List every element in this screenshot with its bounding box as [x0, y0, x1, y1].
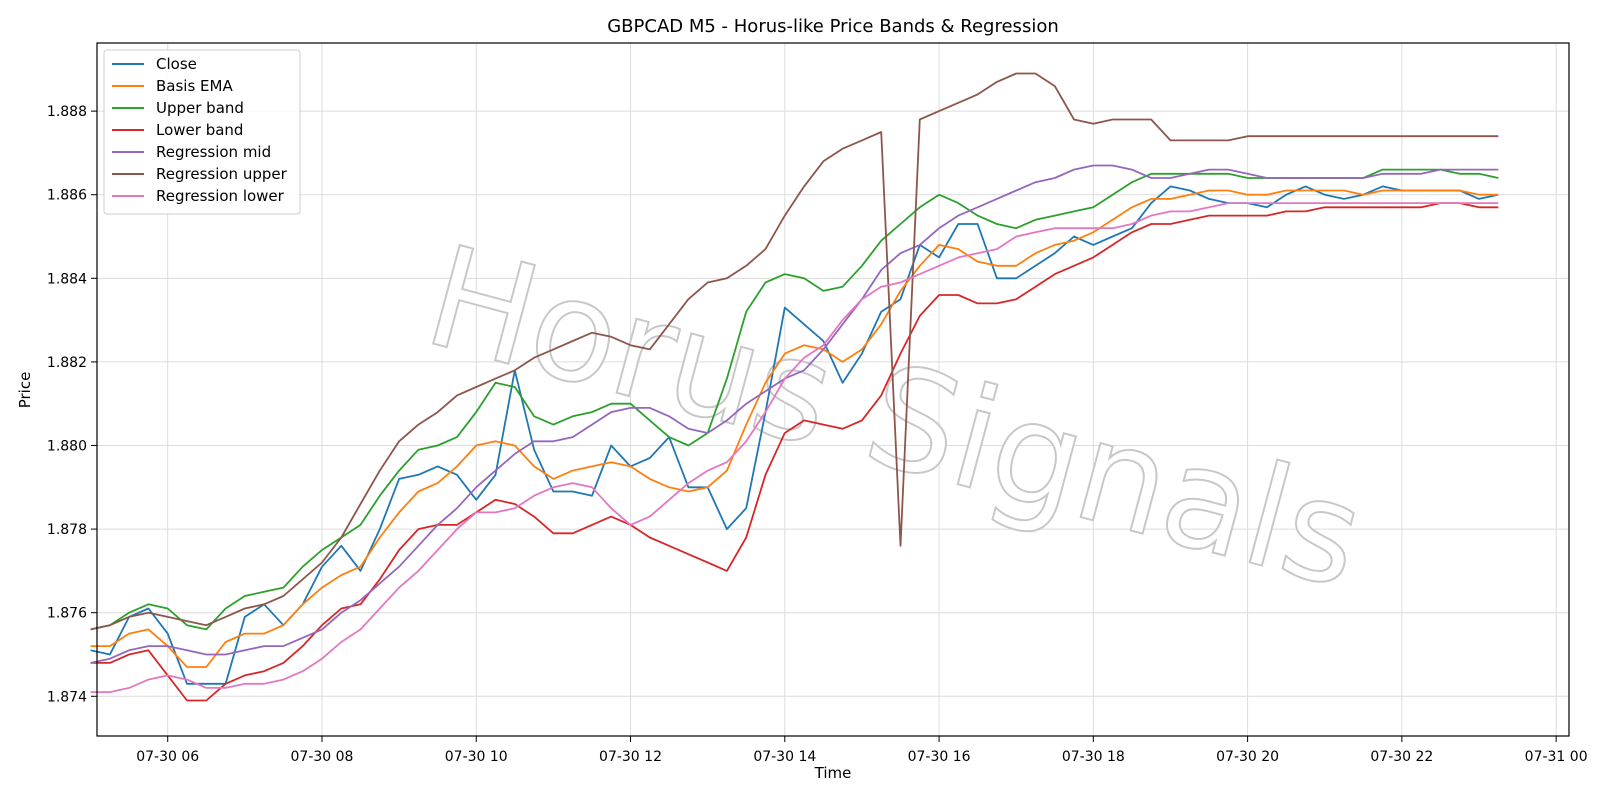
y-tick-label: 1.876: [47, 606, 87, 622]
plot-area: Horus Signals: [90, 42, 1570, 737]
series-line-basis-ema: [90, 189, 1499, 668]
x-tick-label: 07-30 22: [1370, 749, 1433, 765]
y-tick-label: 1.886: [47, 188, 87, 204]
legend-label: Upper band: [156, 99, 244, 117]
series-line-regression-lower: [90, 202, 1499, 693]
y-tick-label: 1.882: [47, 355, 87, 371]
series-line-lower-band: [90, 202, 1499, 702]
series-lines: [90, 72, 1499, 702]
chart-title: GBPCAD M5 - Horus-like Price Bands & Reg…: [607, 16, 1059, 37]
y-axis: 1.874 1.876 1.878 1.880 1.882 1.884 1.886 1.888: [47, 104, 97, 705]
x-axis-label: Time: [814, 764, 852, 782]
series-line-regression-mid: [90, 164, 1499, 664]
x-tick-label: 07-30 18: [1062, 749, 1125, 765]
x-tick-label: 07-30 06: [136, 749, 199, 765]
legend-label: Basis EMA: [156, 77, 233, 95]
legend: Close Basis EMA Upper band Lower band Regres…: [103, 49, 301, 215]
y-tick-label: 1.874: [47, 689, 87, 705]
x-tick-label: 07-30 16: [908, 749, 971, 765]
x-tick-label: 07-30 14: [753, 749, 816, 765]
y-tick-label: 1.884: [47, 271, 87, 287]
legend-label: Lower band: [156, 121, 243, 139]
x-tick-label: 07-30 12: [599, 749, 662, 765]
series-line-close: [90, 185, 1499, 685]
x-axis: 07-30 06 07-30 08 07-30 10 07-30 12 07-30 14…: [136, 736, 1588, 765]
y-tick-label: 1.880: [47, 439, 87, 455]
series-line-regression-upper: [90, 72, 1499, 631]
legend-label: Regression upper: [156, 165, 288, 183]
legend-box: [103, 49, 301, 215]
y-axis-label: Price: [16, 372, 34, 409]
y-tick-label: 1.878: [47, 522, 87, 538]
legend-label: Regression lower: [156, 187, 285, 205]
legend-label: Regression mid: [156, 143, 271, 161]
x-tick-label: 07-30 20: [1216, 749, 1279, 765]
y-tick-label: 1.888: [47, 104, 87, 120]
plot-frame: [96, 42, 1570, 737]
legend-label: Close: [156, 55, 197, 73]
x-tick-label: 07-31 00: [1525, 749, 1588, 765]
x-tick-label: 07-30 10: [445, 749, 508, 765]
x-tick-label: 07-30 08: [291, 749, 354, 765]
